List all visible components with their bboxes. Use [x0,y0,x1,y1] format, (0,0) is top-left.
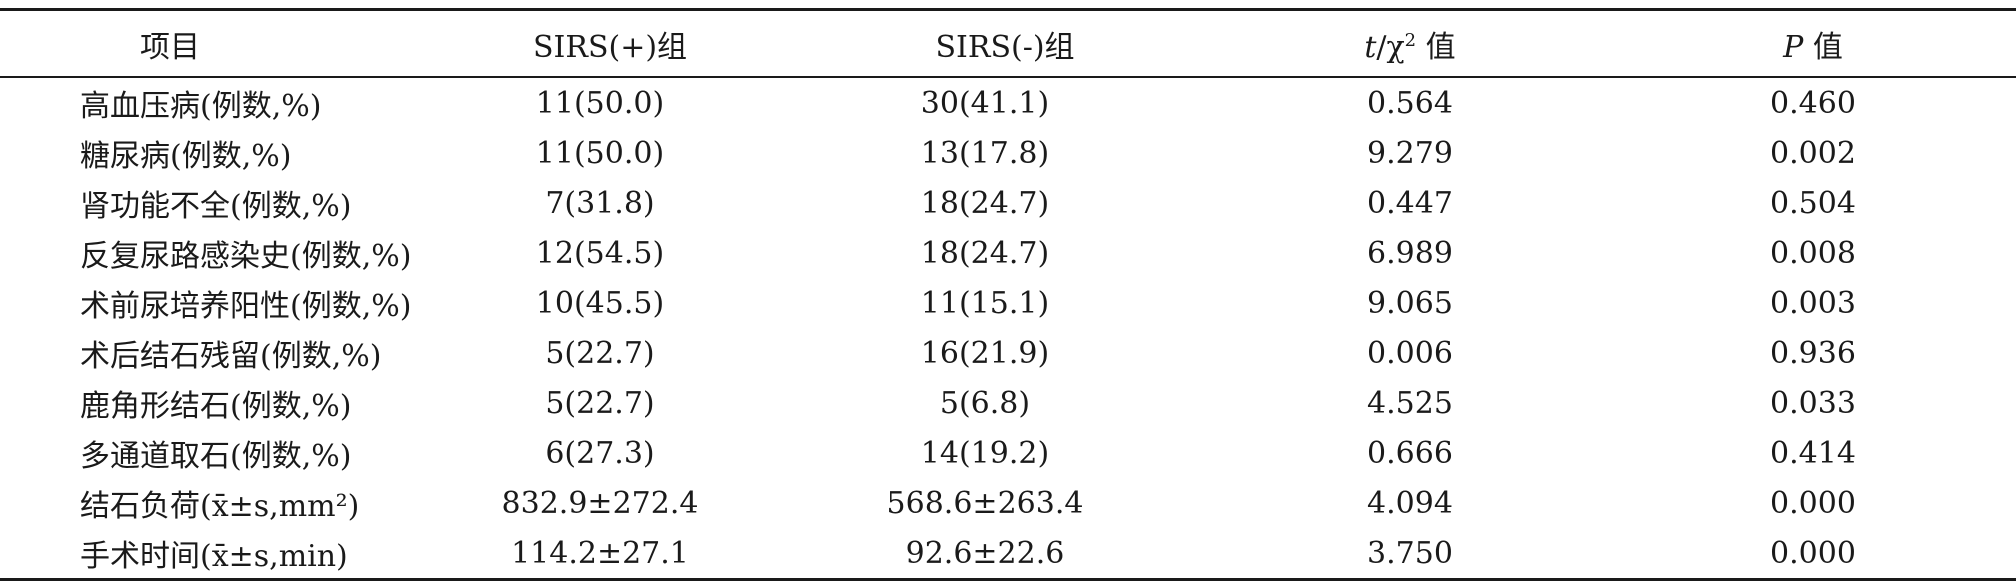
row-item-label: 术后结石残留(例数,%) [80,339,382,374]
row-p-value: 0.936 [1770,335,1856,371]
row-item-label: 高血压病(例数,%) [80,89,322,124]
row-sirs-positive-value: 11(50.0) [535,135,665,171]
row-sirs-positive-value: 114.2±27.1 [511,535,689,571]
table-header-rule [0,76,2016,78]
row-statistic-value: 0.666 [1367,435,1453,471]
row-statistic-value: 9.279 [1367,135,1453,171]
header-p-letter: P [1783,29,1804,65]
header-item: 项目 [140,29,200,65]
row-item-label: 术前尿培养阳性(例数,%) [80,289,412,324]
header-stat-chi: /χ [1376,29,1405,65]
header-p-value: P 值 [1610,11,2016,76]
row-sirs-negative-value: 16(21.9) [920,335,1050,371]
row-p-value: 0.000 [1770,485,1856,521]
row-statistic-value: 4.525 [1367,385,1453,421]
row-sirs-positive-value: 5(22.7) [545,385,655,421]
row-p-value: 0.414 [1770,435,1856,471]
row-statistic-value: 0.447 [1367,185,1453,221]
row-sirs-negative-value: 18(24.7) [920,185,1050,221]
table-row: 糖尿病(例数,%) 11(50.0) 13(17.8) 9.279 0.002 [0,128,2016,178]
row-p-value: 0.460 [1770,85,1856,121]
header-statistic: t/χ2 值 [1210,11,1610,76]
row-item-label: 手术时间(x̄±s,min) [80,539,348,574]
row-sirs-positive-value: 11(50.0) [535,85,665,121]
row-sirs-positive-value: 12(54.5) [535,235,665,271]
row-sirs-positive-value: 6(27.3) [545,435,655,471]
row-sirs-positive-value: 832.9±272.4 [501,485,699,521]
row-sirs-negative-value: 568.6±263.4 [886,485,1084,521]
header-sirs-negative: SIRS(-)组 [935,29,1075,65]
row-item-label: 肾功能不全(例数,%) [80,189,352,224]
row-sirs-negative-value: 30(41.1) [920,85,1050,121]
header-stat-suffix: 值 [1416,29,1456,65]
row-item-label: 反复尿路感染史(例数,%) [80,239,412,274]
table-row: 肾功能不全(例数,%) 7(31.8) 18(24.7) 0.447 0.504 [0,178,2016,228]
table-top-rule [0,8,2016,11]
row-sirs-negative-value: 13(17.8) [920,135,1050,171]
data-table-body: 高血压病(例数,%) 11(50.0) 30(41.1) 0.564 0.460 糖尿病(… [0,78,2016,578]
row-item-label: 结石负荷(x̄±s,mm²) [80,489,360,524]
row-item-label: 糖尿病(例数,%) [80,139,292,174]
header-sirs-positive: SIRS(+)组 [532,29,688,65]
row-statistic-value: 9.065 [1367,285,1453,321]
row-item-label: 鹿角形结石(例数,%) [80,389,352,424]
table-row: 术前尿培养阳性(例数,%) 10(45.5) 11(15.1) 9.065 0.003 [0,278,2016,328]
row-statistic-value: 3.750 [1367,535,1453,571]
row-p-value: 0.003 [1770,285,1856,321]
row-sirs-positive-value: 7(31.8) [545,185,655,221]
row-sirs-negative-value: 14(19.2) [920,435,1050,471]
row-sirs-positive-value: 10(45.5) [535,285,665,321]
row-statistic-value: 0.564 [1367,85,1453,121]
row-statistic-value: 4.094 [1367,485,1453,521]
row-p-value: 0.002 [1770,135,1856,171]
header-p-suffix: 值 [1803,29,1843,65]
row-statistic-value: 0.006 [1367,335,1453,371]
header-stat-t: t [1364,29,1377,65]
table-row: 鹿角形结石(例数,%) 5(22.7) 5(6.8) 4.525 0.033 [0,378,2016,428]
table-row: 手术时间(x̄±s,min) 114.2±27.1 92.6±22.6 3.750 0.… [0,528,2016,578]
header-row: 项目 SIRS(+)组 SIRS(-)组 t/χ2 值 P 值 [0,11,2016,76]
row-item-label: 多通道取石(例数,%) [80,439,352,474]
row-sirs-negative-value: 92.6±22.6 [905,535,1065,571]
row-p-value: 0.008 [1770,235,1856,271]
table-row: 术后结石残留(例数,%) 5(22.7) 16(21.9) 0.006 0.936 [0,328,2016,378]
row-sirs-negative-value: 5(6.8) [939,385,1031,421]
table-row: 多通道取石(例数,%) 6(27.3) 14(19.2) 0.666 0.414 [0,428,2016,478]
table-row: 高血压病(例数,%) 11(50.0) 30(41.1) 0.564 0.460 [0,78,2016,128]
row-sirs-negative-value: 18(24.7) [920,235,1050,271]
row-statistic-value: 6.989 [1367,235,1453,271]
comparison-table: 项目 SIRS(+)组 SIRS(-)组 t/χ2 值 P 值 高血压病(例数,… [0,8,2016,581]
table-row: 反复尿路感染史(例数,%) 12(54.5) 18(24.7) 6.989 0.008 [0,228,2016,278]
table-row: 结石负荷(x̄±s,mm²) 832.9±272.4 568.6±263.4 4.09… [0,478,2016,528]
data-table: 项目 SIRS(+)组 SIRS(-)组 t/χ2 值 P 值 [0,11,2016,76]
row-p-value: 0.000 [1770,535,1856,571]
row-p-value: 0.033 [1770,385,1856,421]
header-stat-sup: 2 [1404,29,1417,51]
row-p-value: 0.504 [1770,185,1856,221]
row-sirs-positive-value: 5(22.7) [545,335,655,371]
row-sirs-negative-value: 11(15.1) [920,285,1050,321]
